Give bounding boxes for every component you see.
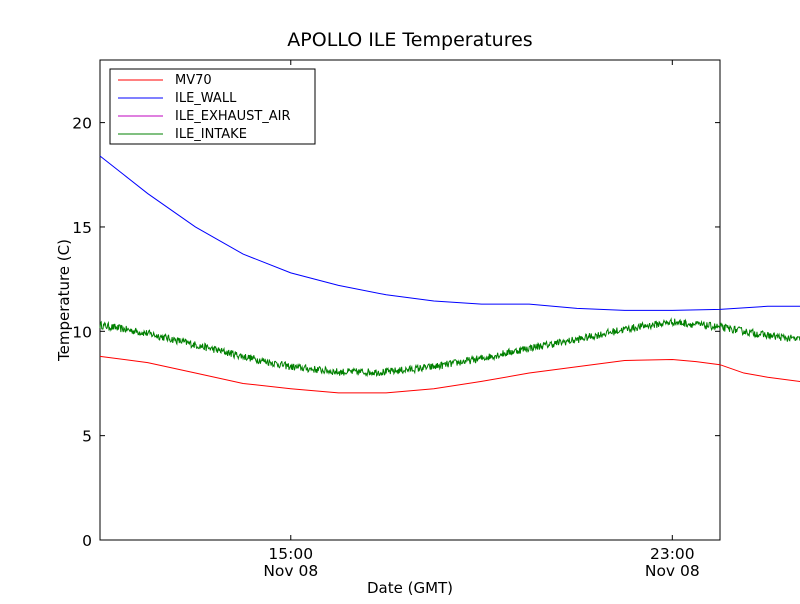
y-axis-label: Temperature (C)	[55, 239, 73, 362]
x-tick-label-date: Nov 08	[263, 562, 318, 580]
series-line-mv70	[99, 355, 800, 394]
y-tick-label: 5	[82, 428, 92, 446]
chart-title: APOLLO ILE Temperatures	[287, 29, 532, 51]
legend-label-ile-intake: ILE_INTAKE	[175, 127, 247, 142]
y-axis-ticks: 0 5 10 15 20	[72, 115, 720, 550]
x-axis-label: Date (GMT)	[367, 579, 453, 597]
series-line-ile-intake	[99, 317, 800, 378]
x-tick-label-time: 15:00	[268, 545, 313, 563]
x-tick-label-date: Nov 08	[645, 562, 700, 580]
series-line-ile-wall	[99, 155, 800, 311]
legend-label-ile-exhaust-air: ILE_EXHAUST_AIR	[175, 109, 291, 124]
legend-label-ile-wall: ILE_WALL	[175, 91, 237, 106]
legend-label-mv70: MV70	[175, 73, 212, 88]
x-tick-label-time: 23:00	[650, 545, 695, 563]
y-tick-label: 10	[72, 323, 92, 341]
y-tick-label: 0	[82, 532, 92, 550]
legend: MV70 ILE_WALL ILE_EXHAUST_AIR ILE_INTAKE	[109, 68, 316, 145]
y-tick-label: 15	[72, 219, 92, 237]
y-tick-label: 20	[72, 115, 92, 133]
legend-frame	[109, 68, 316, 145]
series-layer	[99, 155, 800, 394]
